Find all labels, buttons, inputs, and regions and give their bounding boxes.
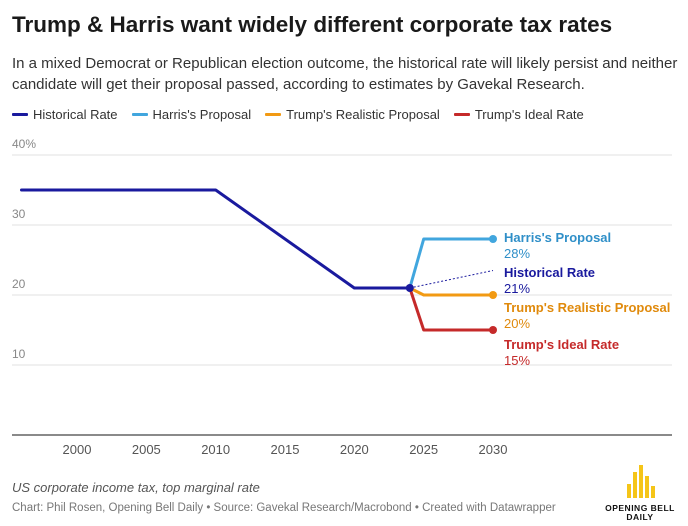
y-tick-label: 30: [12, 207, 26, 221]
opening-bell-logo: OPENING BELL DAILY: [600, 462, 680, 522]
x-tick-label: 2000: [63, 442, 92, 457]
series-line-harris: [408, 237, 495, 290]
series-projection-historical: [409, 270, 494, 289]
series-value-harris: 28%: [504, 246, 530, 261]
series-label-harris: Harris's Proposal: [504, 230, 611, 245]
x-tick-label: 2010: [201, 442, 230, 457]
series-line-trump_realistic: [408, 286, 495, 297]
series-line-historical: [20, 188, 412, 290]
legend-label-harris: Harris's Proposal: [152, 107, 252, 122]
chart-title: Trump & Harris want widely different cor…: [12, 12, 613, 37]
chart-legend: Historical Rate Harris's Proposal Trump's …: [12, 107, 598, 122]
series-value-trump_ideal: 15%: [504, 353, 530, 368]
legend-label-historical: Historical Rate: [33, 107, 118, 122]
series-end-dot-historical: [405, 284, 414, 292]
series-end-dot-trump_ideal: [489, 326, 497, 334]
chart-subtitle: In a mixed Democrat or Republican electi…: [12, 55, 678, 93]
legend-item-trump_realistic: Trump's Realistic Proposal: [265, 107, 440, 122]
legend-swatch-historical: [12, 113, 28, 116]
legend-swatch-trump_ideal: [453, 113, 470, 116]
x-tick-label: 2015: [271, 442, 300, 457]
legend-item-trump_ideal: Trump's Ideal Rate: [453, 107, 584, 122]
series-end-dot-trump_realistic: [489, 291, 497, 299]
series-value-trump_realistic: 20%: [504, 316, 530, 331]
series-line-trump_ideal: [408, 286, 495, 332]
chart-note: US corporate income tax, top marginal ra…: [12, 480, 260, 495]
legend-swatch-harris: [131, 113, 148, 116]
x-tick-label: 2020: [340, 442, 369, 457]
y-tick-label: 20: [12, 277, 26, 291]
logo-text-line2: DAILY: [626, 512, 654, 522]
series-end-dot-harris: [489, 235, 497, 243]
series-value-historical: 21%: [504, 281, 530, 296]
x-tick-label: 2005: [132, 442, 161, 457]
x-tick-label: 2030: [479, 442, 508, 457]
legend-item-harris: Harris's Proposal: [131, 107, 252, 122]
bell-bars-icon: [627, 465, 655, 498]
legend-swatch-trump_realistic: [265, 113, 282, 116]
series-label-trump_ideal: Trump's Ideal Rate: [504, 337, 619, 352]
logo-text-line1: OPENING BELL: [605, 503, 675, 513]
series-label-historical: Historical Rate: [504, 265, 595, 280]
y-tick-label: 40%: [12, 137, 36, 151]
legend-item-historical: Historical Rate: [12, 107, 118, 122]
y-tick-label: 10: [12, 347, 26, 361]
legend-label-trump_realistic: Trump's Realistic Proposal: [286, 107, 440, 122]
series-label-trump_realistic: Trump's Realistic Proposal: [504, 300, 670, 315]
x-tick-label: 2025: [409, 442, 438, 457]
chart-source: Chart: Phil Rosen, Opening Bell Daily • …: [12, 502, 556, 514]
legend-label-trump_ideal: Trump's Ideal Rate: [474, 107, 584, 122]
